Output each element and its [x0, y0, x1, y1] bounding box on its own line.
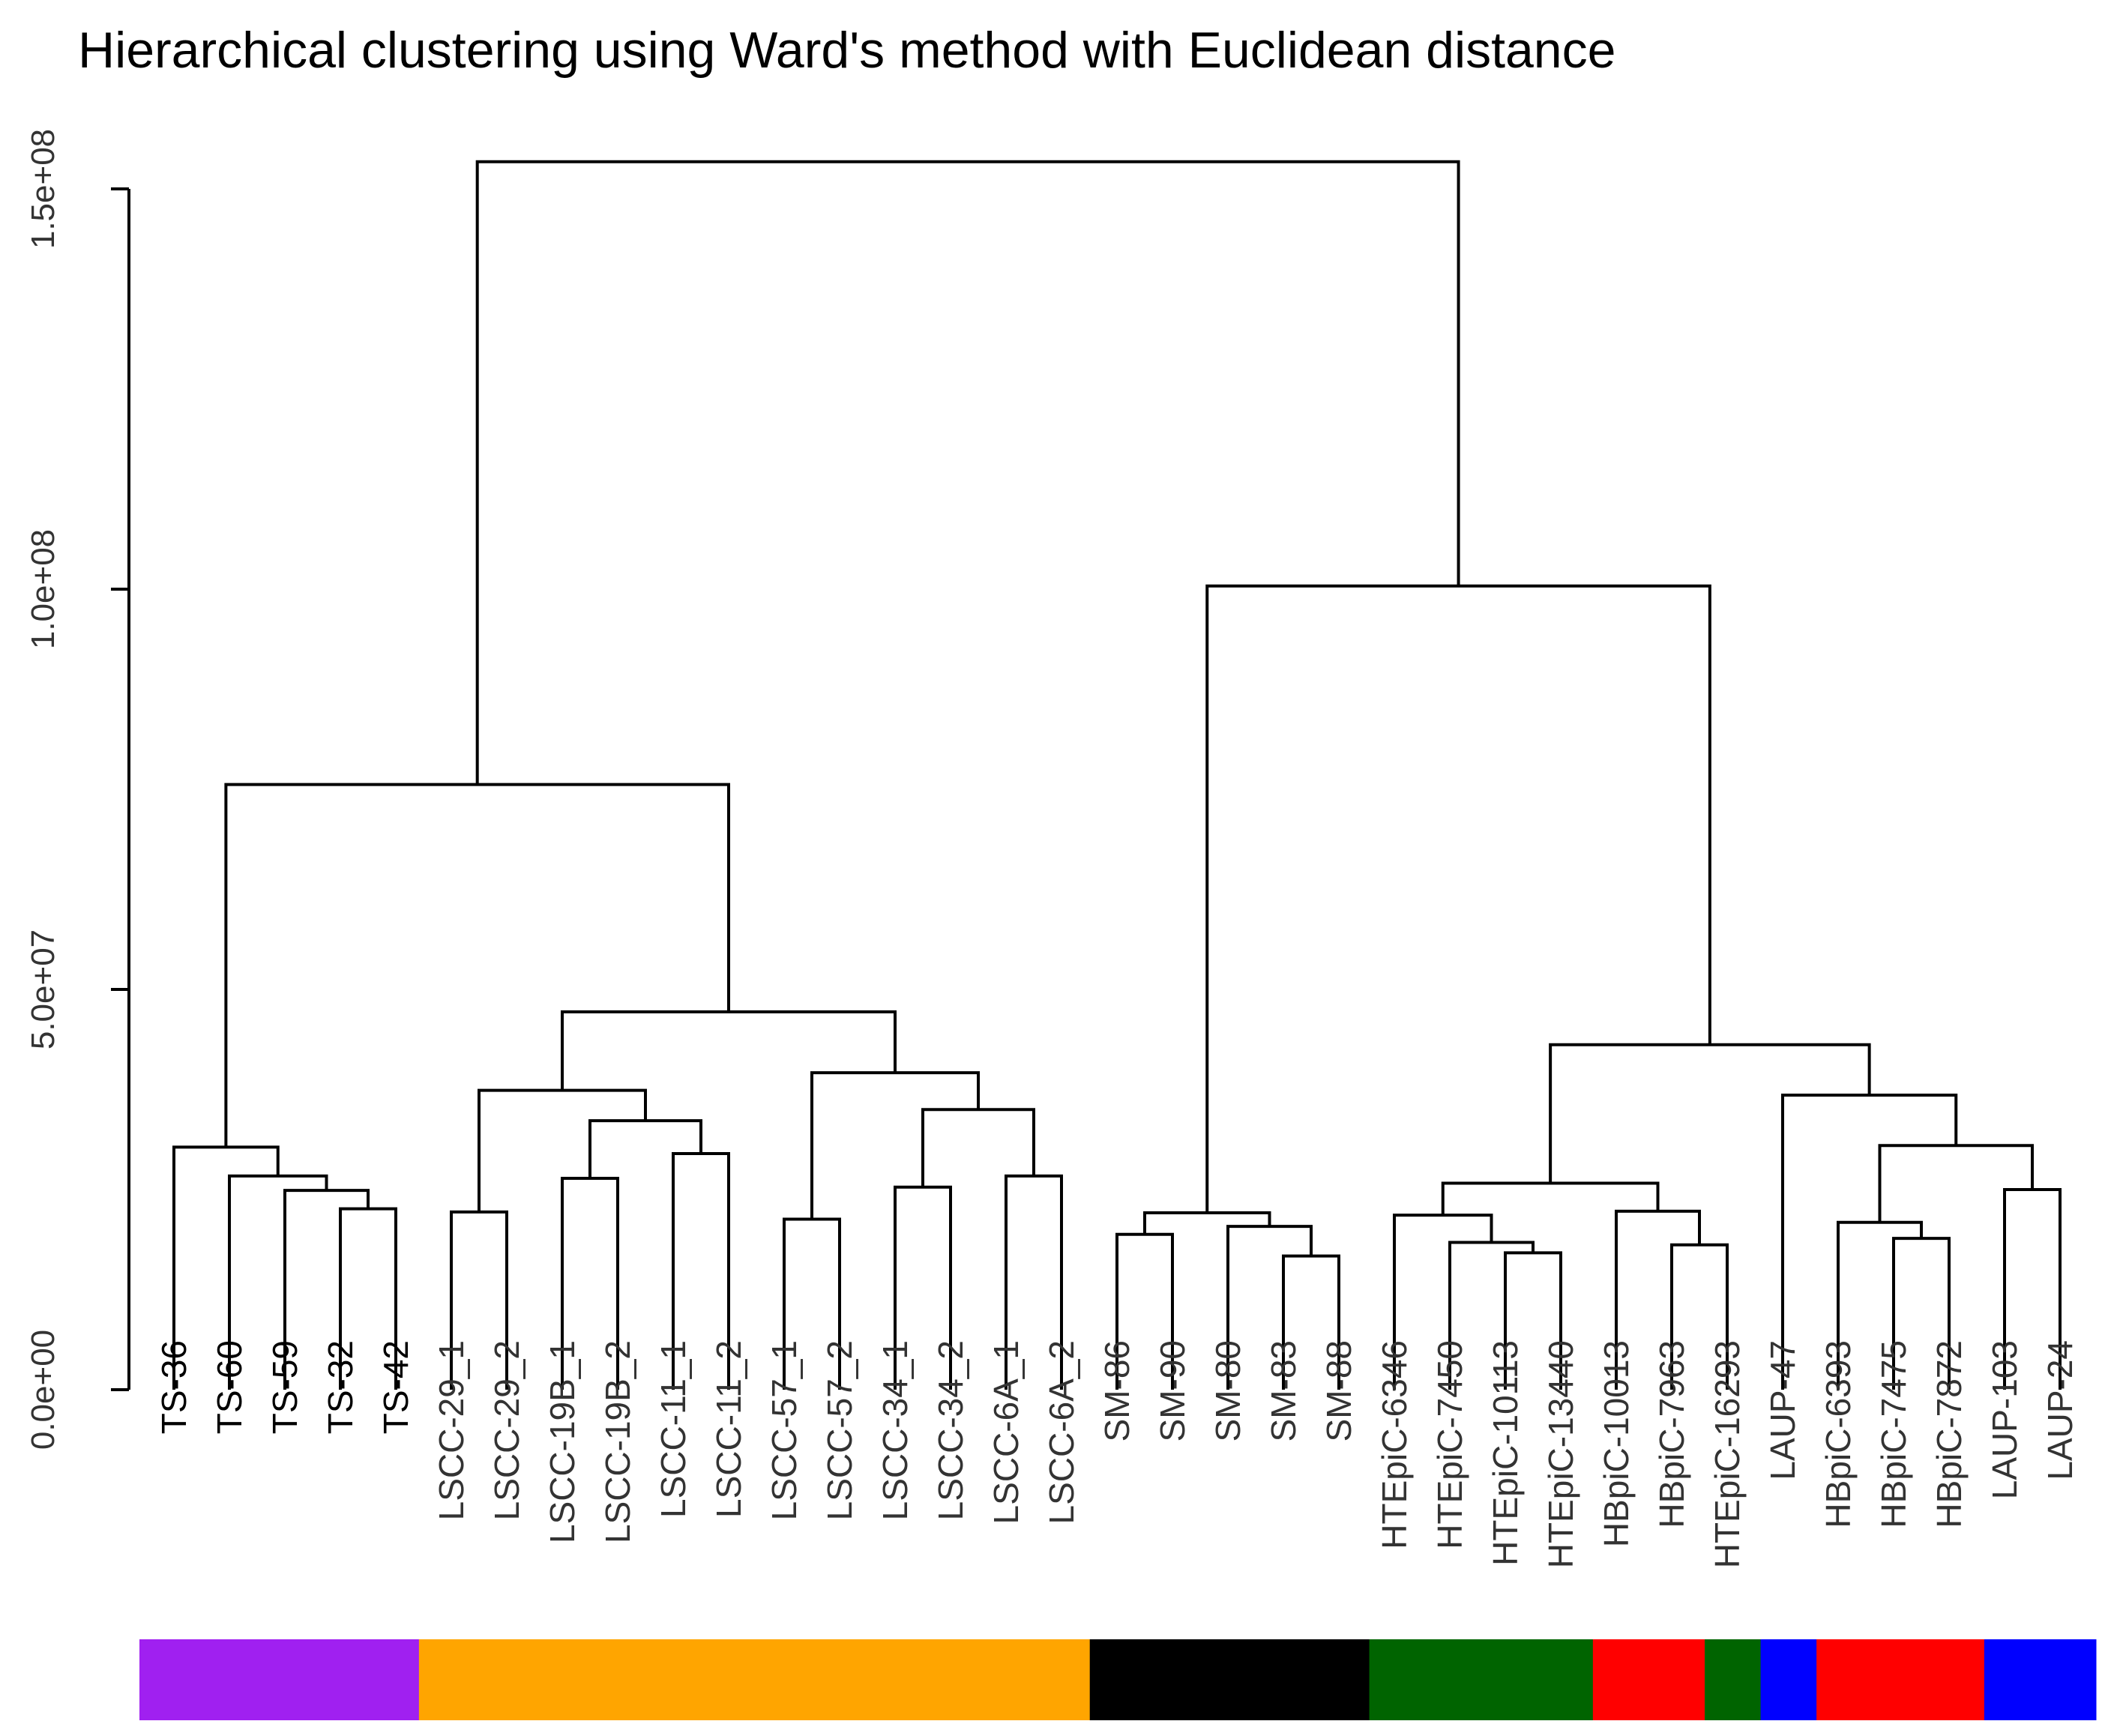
leaf-label: HBpiC-6393 [1819, 1340, 1858, 1528]
dendrogram-link [1837, 1220, 1923, 1390]
annotation-segment [1816, 1639, 1985, 1720]
leaf-label: SM-80 [1208, 1340, 1247, 1441]
leaf-label: LSCC-19B_2 [598, 1340, 637, 1543]
leaf-label: HTEpiC-13440 [1541, 1340, 1580, 1568]
leaf-label: TS-59 [265, 1340, 304, 1434]
leaf-label: HBpiC-7963 [1652, 1340, 1691, 1528]
dendrogram-link [1143, 1211, 1271, 1235]
leaf-label: TS-32 [321, 1340, 360, 1434]
annotation-segment [1089, 1639, 1370, 1720]
dendrogram-link [475, 160, 1460, 785]
leaf-label: HBpiC-7475 [1874, 1340, 1913, 1528]
leaf-label: HBpiC-7872 [1930, 1340, 1969, 1528]
leaf-label: LSCC-11_1 [654, 1340, 693, 1518]
dendrogram-link [172, 1145, 280, 1390]
leaf-label: HTEpiC-16293 [1708, 1340, 1747, 1568]
y-tick-label: 1.0e+08 [25, 529, 61, 649]
leaf-label: LSCC-6A_2 [1042, 1340, 1081, 1524]
leaf-label: HTEpiC-10113 [1486, 1340, 1525, 1566]
dendrogram-link [588, 1119, 702, 1179]
leaf-label: HTEpiC-6346 [1375, 1340, 1414, 1549]
group-annotation-bar [139, 1639, 2097, 1720]
dendrogram-link [561, 1177, 619, 1390]
leaf-label: LAUP-103 [1985, 1340, 2024, 1499]
leaf-label: HTEpiC-7450 [1430, 1340, 1469, 1549]
leaf-label: TS-42 [376, 1340, 415, 1434]
dendrogram-link [894, 1185, 952, 1390]
leaf-label: LAUP-24 [2041, 1340, 2080, 1480]
leaf-label: LAUP-47 [1763, 1340, 1802, 1480]
y-tick-label: 1.5e+08 [25, 129, 61, 249]
annotation-segment [139, 1639, 420, 1720]
y-axis: 0.0e+00 5.0e+07 1.0e+08 1.5e+08 [25, 129, 130, 1450]
annotation-segment [1592, 1639, 1705, 1720]
annotation-segment [1984, 1639, 2097, 1720]
annotation-segment [1369, 1639, 1594, 1720]
leaf-label: LSCC-29_1 [432, 1340, 471, 1520]
leaf-label: HBpiC-10013 [1597, 1340, 1636, 1547]
leaf-label: SM-90 [1153, 1340, 1192, 1441]
leaf-label: LSCC-6A_1 [987, 1340, 1026, 1524]
dendrogram-link [783, 1217, 841, 1390]
dendrogram-link [283, 1189, 370, 1390]
dendrogram-link [478, 1088, 647, 1212]
dendrogram-link [1892, 1237, 1951, 1390]
dendrogram-link [224, 783, 730, 1148]
leaf-label: TS-60 [210, 1340, 249, 1434]
dendrogram-link [1448, 1241, 1535, 1390]
dendrogram-link [1878, 1144, 2034, 1223]
dendrogram-link [1615, 1209, 1701, 1390]
annotation-segment [1705, 1639, 1762, 1720]
dendrogram-link [1441, 1181, 1660, 1216]
y-tick-label: 5.0e+07 [25, 929, 61, 1049]
leaf-label: LSCC-57_2 [820, 1340, 859, 1520]
dendrogram-link [561, 1010, 897, 1091]
leaf-label: SM-86 [1097, 1340, 1136, 1441]
leaf-label: TS-36 [154, 1340, 193, 1434]
leaf-labels: TS-36 TS-60 TS-59 TS-32 TS-42 LSCC-29_1 LSCC-2… [154, 1340, 2080, 1568]
annotation-segment [1760, 1639, 1817, 1720]
chart-title: Hierarchical clustering using Ward's met… [78, 22, 1615, 79]
leaf-label: LSCC-34_1 [876, 1340, 915, 1520]
leaf-label: LSCC-57_1 [765, 1340, 804, 1520]
leaf-label: SM-83 [1264, 1340, 1303, 1441]
annotation-segment [418, 1639, 1091, 1720]
y-tick-label: 0.0e+00 [25, 1330, 61, 1450]
leaf-label: LSCC-11_2 [709, 1340, 748, 1518]
dendrogram-link [1115, 1232, 1174, 1390]
dendrogram-link [1549, 1043, 1871, 1184]
dendrogram-link [1205, 584, 1711, 1213]
dendrogram-link [1393, 1214, 1493, 1390]
dendrogram-link [1781, 1093, 1958, 1390]
dendrogram-links [172, 160, 2062, 1390]
leaf-label: LSCC-19B_1 [543, 1340, 582, 1543]
dendrogram-link [1226, 1225, 1313, 1390]
leaf-label: SM-88 [1319, 1340, 1358, 1441]
leaf-label: LSCC-29_2 [487, 1340, 526, 1520]
leaf-label: LSCC-34_2 [931, 1340, 970, 1520]
